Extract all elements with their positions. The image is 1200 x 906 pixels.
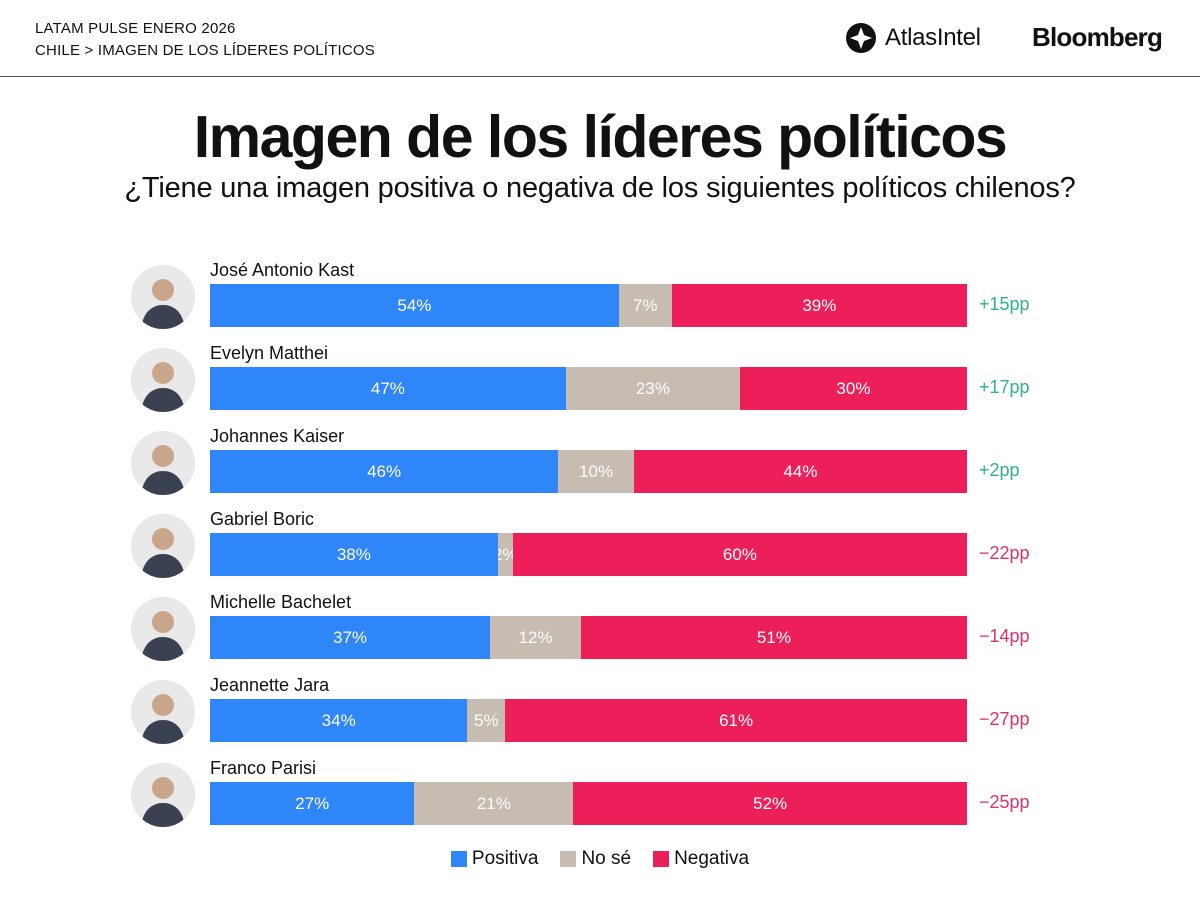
legend-swatch [560, 851, 577, 867]
stacked-bar: 37% 12% 51% [210, 616, 967, 659]
stacked-bar: 46% 10% 44% [210, 450, 967, 493]
net-difference-label: +15pp [979, 294, 1030, 314]
category-label: Jeannette Jara [210, 675, 330, 695]
bar-segment-positiva: 54% [210, 284, 619, 327]
report-title: LATAM PULSE ENERO 2026 [35, 20, 236, 37]
politician-photo [131, 763, 195, 827]
chart-row: Michelle Bachelet 37% 12% 51% −14pp [0, 592, 1200, 676]
bar-segment-negativa: 44% [633, 450, 967, 493]
legend-swatch [653, 851, 670, 867]
bar-segment-nose: 10% [558, 450, 634, 493]
bar-segment-nose: 21% [414, 782, 574, 825]
politician-photo [131, 348, 195, 412]
bar-segment-negativa: 61% [505, 699, 967, 742]
stacked-bar: 47% 23% 30% [210, 367, 967, 410]
bar-segment-negativa: 30% [739, 367, 967, 410]
category-label: Michelle Bachelet [210, 592, 352, 612]
net-difference-label: −25pp [979, 792, 1030, 812]
chart-row: José Antonio Kast 54% 7% 39% +15pp [0, 260, 1200, 344]
chart-title: Imagen de los líderes políticos [193, 104, 1008, 170]
chart-subtitle: ¿Tiene una imagen positiva o negativa de… [124, 172, 1076, 204]
bar-segment-positiva: 47% [210, 367, 566, 410]
net-difference-label: +17pp [979, 377, 1030, 397]
legend-label: Positiva [471, 848, 539, 869]
bar-segment-nose: 5% [467, 699, 506, 742]
politician-photo [131, 514, 195, 578]
atlasintel-logo: AtlasIntel [845, 20, 981, 56]
breadcrumb: CHILE > IMAGEN DE LOS LÍDERES POLÍTICOS [35, 42, 375, 59]
chart-row: Evelyn Matthei 47% 23% 30% +17pp [0, 343, 1200, 427]
category-label: Gabriel Boric [210, 509, 315, 529]
stacked-bar: 54% 7% 39% [210, 284, 967, 327]
bar-segment-nose: 7% [618, 284, 672, 327]
bar-segment-nose: 2% [497, 533, 513, 576]
category-label: Franco Parisi [210, 758, 317, 778]
politician-photo [131, 431, 195, 495]
category-label: José Antonio Kast [210, 260, 355, 280]
bar-segment-positiva: 46% [210, 450, 559, 493]
bar-segment-positiva: 34% [210, 699, 468, 742]
legend-label: No sé [581, 848, 632, 869]
bar-segment-positiva: 38% [210, 533, 498, 576]
bar-segment-nose: 23% [565, 367, 740, 410]
atlasintel-logo-icon [846, 23, 876, 53]
bar-segment-nose: 12% [490, 616, 581, 659]
bloomberg-logo: Bloomberg [1032, 22, 1163, 52]
legend-item-negativa: Negativa [653, 848, 749, 870]
header: LATAM PULSE ENERO 2026 CHILE > IMAGEN DE… [0, 0, 1200, 77]
category-label: Evelyn Matthei [210, 343, 329, 363]
legend-swatch [450, 851, 467, 867]
chart-row: Jeannette Jara 34% 5% 61% −27pp [0, 675, 1200, 759]
legend-item-positiva: Positiva [450, 848, 539, 870]
bar-segment-positiva: 37% [210, 616, 491, 659]
politician-photo [131, 265, 195, 329]
politician-photo [131, 680, 195, 744]
stacked-bar: 34% 5% 61% [210, 699, 967, 742]
bar-segment-negativa: 52% [573, 782, 967, 825]
category-label: Johannes Kaiser [210, 426, 345, 446]
chart-row: Franco Parisi 27% 21% 52% −25pp [0, 758, 1200, 842]
legend-label: Negativa [674, 848, 750, 869]
bar-segment-negativa: 60% [512, 533, 967, 576]
politician-photo [131, 597, 195, 661]
chart-row: Gabriel Boric 38%2%60% −22pp [0, 509, 1200, 593]
legend: Positiva No sé Negativa [0, 848, 1200, 870]
net-difference-label: −14pp [979, 626, 1030, 646]
bar-segment-positiva: 27% [210, 782, 415, 825]
bar-segment-negativa: 39% [671, 284, 967, 327]
net-difference-label: +2pp [979, 460, 1020, 480]
stacked-bar: 27% 21% 52% [210, 782, 967, 825]
chart-row: Johannes Kaiser 46% 10% 44% +2pp [0, 426, 1200, 510]
bar-segment-negativa: 51% [580, 616, 967, 659]
net-difference-label: −27pp [979, 709, 1030, 729]
atlasintel-logo-text: AtlasIntel [885, 24, 981, 51]
legend-item-nose: No sé [560, 848, 631, 870]
net-difference-label: −22pp [979, 543, 1030, 563]
stacked-bar: 38%2%60% [210, 533, 967, 576]
